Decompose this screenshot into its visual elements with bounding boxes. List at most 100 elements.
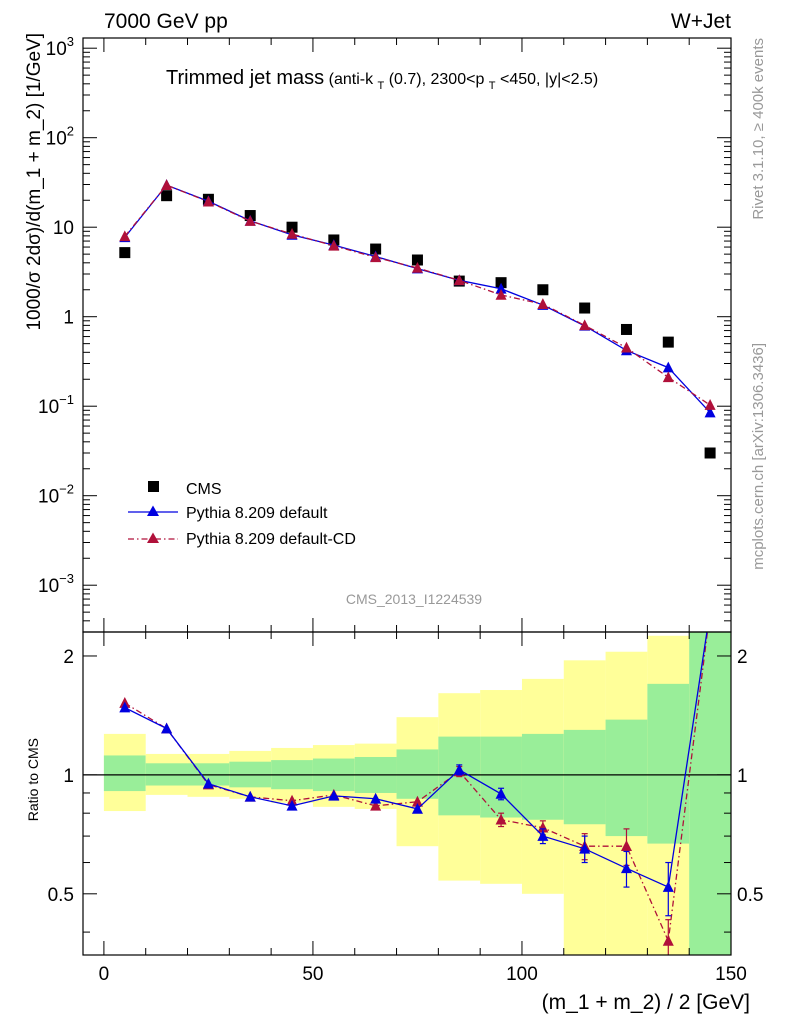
main-y-tick-exponent: 2 <box>67 124 74 139</box>
main-cd-point <box>161 179 173 190</box>
band-inner <box>605 719 648 837</box>
ratio-default-point <box>202 777 214 789</box>
ratio-default-point <box>537 830 549 841</box>
data-point-cms <box>495 277 507 289</box>
header-left: 7000 GeV pp <box>104 10 228 33</box>
band-inner <box>396 749 439 799</box>
legend-label-default: Pythia 8.209 default <box>186 505 328 522</box>
ratio-default-point <box>662 881 674 892</box>
ratio-cd-point <box>495 813 507 825</box>
main-cd-line <box>124 184 711 406</box>
ratio-default-point <box>579 842 591 854</box>
data-point-cms <box>620 323 632 335</box>
plot-title-detail-2: (0.7), 2300<p <box>389 71 485 88</box>
ratio-cd-point <box>411 795 423 807</box>
legend-label-cms: CMS <box>186 481 222 498</box>
main-default-line <box>124 184 711 413</box>
plot-title-detail-1: (anti-k <box>329 71 374 88</box>
legend-marker-cms <box>148 481 159 492</box>
x-tick-label: 150 <box>715 964 747 985</box>
ratio-cd-point <box>620 840 633 851</box>
main-y-tick-exponent: −3 <box>59 571 74 586</box>
ratio-frame <box>82 631 732 956</box>
main-y-tick-exponent: −2 <box>59 482 74 497</box>
band-inner <box>563 729 606 825</box>
data-point-cms <box>579 302 591 314</box>
ratio-default-point <box>453 763 465 775</box>
main-y-tick-base: 10 <box>38 576 59 597</box>
main-cd-point <box>662 371 674 383</box>
data-point-cms <box>411 254 423 266</box>
legend-marker-default <box>147 505 159 516</box>
ratio-uncertainty-bands <box>103 632 731 955</box>
main-cd-point <box>620 341 633 353</box>
main-cd-point <box>202 195 214 207</box>
ratio-default-point <box>161 722 173 734</box>
band-inner <box>521 733 564 820</box>
main-y-tick-base: 10 <box>38 397 59 418</box>
ratio-default-point <box>620 862 633 874</box>
main-cd-point <box>244 215 256 226</box>
main-cd-point <box>704 399 716 410</box>
ratio-cd-point <box>537 821 549 833</box>
legend-marker-cd <box>147 532 159 543</box>
ratio-y-tick-label-right: 2 <box>737 647 748 668</box>
main-y-tick-exponent: −1 <box>59 392 74 407</box>
data-point-cms <box>370 243 382 255</box>
main-y-tick-base: 10 <box>53 218 74 239</box>
x-axis-label: (m_1 + m_2) / 2 [GeV] <box>542 991 750 1014</box>
rivet-label: Rivet 3.1.10, ≥ 400k events <box>750 38 767 220</box>
main-y-tick-label: 1 <box>63 308 74 329</box>
main-y-tick-base: 10 <box>38 487 59 508</box>
main-cd-point <box>453 274 465 286</box>
main-cd-point <box>328 239 340 251</box>
main-y-tick-exponent: 3 <box>67 34 74 49</box>
main-cd-point <box>286 227 298 239</box>
legend-label-cd: Pythia 8.209 default-CD <box>186 531 356 548</box>
data-point-cms <box>704 447 716 459</box>
band-inner <box>647 683 690 844</box>
ratio-default-point <box>119 701 131 713</box>
main-y-tick-label: 103 <box>46 34 74 60</box>
x-tick-label: 100 <box>506 964 538 985</box>
plot-title: Trimmed jet mass (anti-k T (0.7), 2300<p… <box>166 67 598 93</box>
x-tick-label: 0 <box>99 964 110 985</box>
main-cd-point <box>537 298 549 309</box>
main-default-point <box>662 361 674 373</box>
main-y-tick-label: 10−3 <box>38 571 74 597</box>
main-y-tick-label: 102 <box>46 124 74 150</box>
ratio-y-tick-label: 0.5 <box>48 885 74 906</box>
data-point-cms <box>119 247 131 259</box>
ratio-y-tick-label-right: 0.5 <box>737 885 763 906</box>
main-y-tick-label: 10 <box>53 218 74 239</box>
band-inner <box>689 632 731 955</box>
ratio-y-tick-label-right: 1 <box>737 766 748 787</box>
main-cd-point <box>119 230 131 242</box>
analysis-id: CMS_2013_I1224539 <box>346 591 482 607</box>
main-y-tick-base: 1 <box>63 308 74 329</box>
data-point-cms <box>161 190 173 202</box>
ratio-series-layer <box>119 632 709 955</box>
plot-title-detail-3: <450, |y|<2.5) <box>500 71 598 88</box>
main-default-point <box>495 282 507 294</box>
main-y-tick-base: 10 <box>46 39 67 60</box>
ratio-y-tick-label: 2 <box>63 647 74 668</box>
main-y-axis-label: 1000/σ 2dσ)/d(m_1 + m_2) [1/GeV] <box>24 33 45 331</box>
ratio-default-point <box>370 792 382 804</box>
ratio-y-tick-label: 1 <box>63 766 74 787</box>
main-cd-point <box>370 251 382 263</box>
main-cd-point <box>579 319 591 331</box>
main-series-layer <box>119 179 716 459</box>
ratio-cd-point <box>370 799 382 811</box>
main-default-point <box>704 406 716 418</box>
mcplots-label: mcplots.cern.ch [arXiv:1306.3436] <box>750 343 767 570</box>
data-point-cms <box>286 221 298 233</box>
ratio-series-clipped <box>119 632 709 955</box>
legend: CMS Pythia 8.209 default Pythia 8.209 de… <box>128 481 356 548</box>
main-y-tick-label: 10−1 <box>38 392 74 418</box>
ratio-cd-point <box>662 934 674 946</box>
ratio-y-axis-label: Ratio to CMS <box>25 738 41 821</box>
plot-title-sub-1: T <box>378 80 385 92</box>
